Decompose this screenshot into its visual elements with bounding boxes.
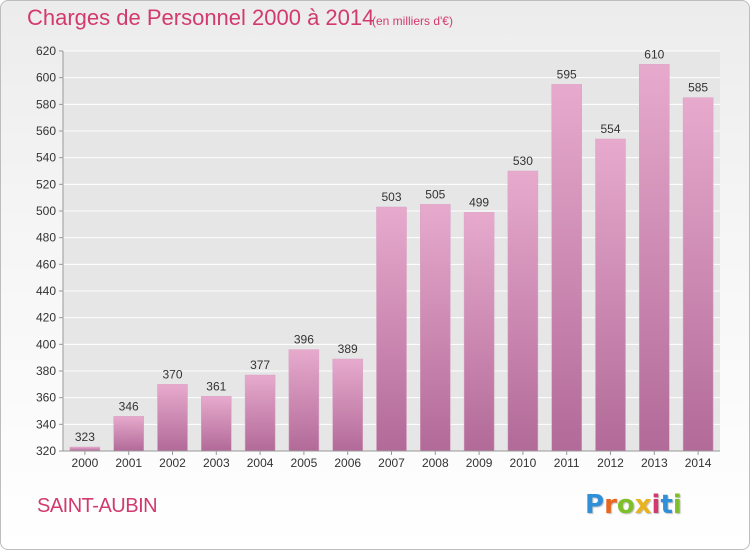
x-tick-label: 2012 <box>597 456 624 470</box>
bar-2014 <box>682 97 714 452</box>
data-label: 346 <box>119 399 139 413</box>
y-tick-label: 620 <box>36 44 56 58</box>
data-label: 503 <box>381 190 401 204</box>
data-label: 323 <box>75 430 95 444</box>
y-tick-label: 320 <box>36 444 56 458</box>
brand-letter: i <box>651 490 661 520</box>
data-label: 361 <box>206 379 226 393</box>
bar-2000 <box>69 446 101 452</box>
bar-2004 <box>244 374 276 452</box>
y-tick-label: 600 <box>36 71 56 85</box>
bar-2006 <box>332 358 363 452</box>
brand-letter: i <box>672 490 682 520</box>
data-label: 505 <box>425 187 445 201</box>
bar-2013 <box>639 64 670 452</box>
bar-2005 <box>288 349 320 452</box>
data-label: 554 <box>600 122 620 136</box>
y-tick-label: 520 <box>36 177 56 191</box>
x-tick-label: 2006 <box>334 456 361 470</box>
data-label: 370 <box>162 367 182 381</box>
location-label: SAINT-AUBIN <box>37 495 158 517</box>
data-label: 610 <box>644 47 664 61</box>
brand-letter: r <box>604 490 617 520</box>
chart-subtitle: (en milliers d'€) <box>372 14 453 28</box>
y-tick-label: 380 <box>36 364 56 378</box>
y-tick-label: 500 <box>36 204 56 218</box>
brand-letter: P <box>585 490 605 520</box>
x-tick-label: 2013 <box>641 456 668 470</box>
bars <box>69 64 714 452</box>
x-tick-label: 2014 <box>685 456 712 470</box>
data-label: 499 <box>469 195 489 209</box>
brand-letter: t <box>660 490 673 520</box>
brand-letter: x <box>634 490 652 520</box>
data-label: 396 <box>294 333 314 347</box>
y-tick-label: 580 <box>36 97 56 111</box>
x-tick-label: 2005 <box>291 456 318 470</box>
x-tick-label: 2003 <box>203 456 230 470</box>
y-tick-label: 460 <box>36 257 56 271</box>
x-tick-label: 2007 <box>378 456 405 470</box>
brand-letter: o <box>616 490 635 520</box>
data-label: 389 <box>338 342 358 356</box>
bar-2009 <box>463 212 495 452</box>
y-tick-label: 480 <box>36 231 56 245</box>
bar-2001 <box>113 416 144 452</box>
x-tick-label: 2010 <box>510 456 537 470</box>
y-tick-label: 400 <box>36 337 56 351</box>
bar-2010 <box>507 170 539 452</box>
x-tick-label: 2002 <box>159 456 186 470</box>
y-tick-label: 540 <box>36 151 56 165</box>
data-label: 377 <box>250 358 270 372</box>
bar-2003 <box>201 396 232 452</box>
data-label: 585 <box>688 81 708 95</box>
y-tick-label: 560 <box>36 124 56 138</box>
y-tick-label: 420 <box>36 311 56 325</box>
y-tick-label: 360 <box>36 391 56 405</box>
data-label: 530 <box>513 154 533 168</box>
x-tick-label: 2004 <box>247 456 274 470</box>
x-tick-label: 2011 <box>554 456 580 470</box>
y-tick-label: 340 <box>36 417 56 431</box>
axes: 320 340 360 380 400 420 440 460 480 500 520 540 560 5… <box>36 44 720 470</box>
bar-2012 <box>595 138 626 452</box>
x-tick-label: 2001 <box>115 456 142 470</box>
x-tick-label: 2000 <box>72 456 99 470</box>
x-tick-label: 2008 <box>422 456 449 470</box>
brand-logo: Proxiti <box>585 490 682 520</box>
y-tick-label: 440 <box>36 284 56 298</box>
bar-2008 <box>420 204 451 452</box>
bar-2011 <box>551 84 582 452</box>
x-tick-label: 2009 <box>466 456 493 470</box>
data-labels: 323 346 370 361 377 396 389 503 505 499 530 595 554 6… <box>75 47 709 444</box>
chart-title: Charges de Personnel 2000 à 2014 <box>27 5 375 30</box>
data-label: 595 <box>557 67 577 81</box>
bar-2002 <box>157 384 188 452</box>
bar-2007 <box>376 206 407 452</box>
